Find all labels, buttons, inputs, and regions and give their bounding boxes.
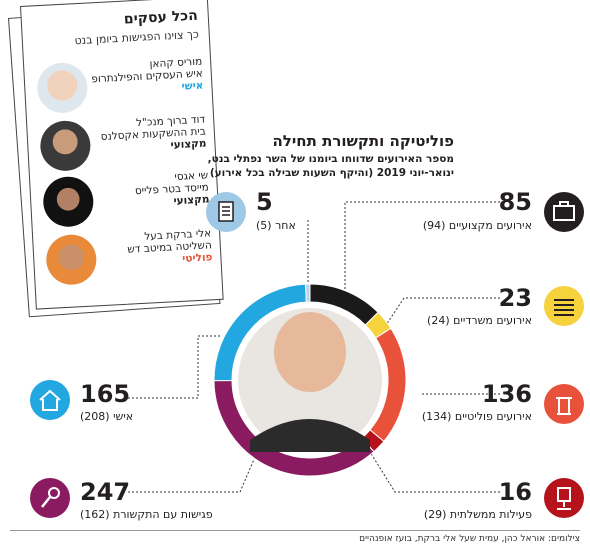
house-icon [30,380,70,420]
connector-personal [128,335,220,399]
podium-icon [544,384,584,424]
label-office: אירועים משרדיים (24) [427,314,532,327]
label-media: פגישות עם התקשורת (162) [80,508,213,521]
label-government: פעילות ממשלתית (29) [423,508,532,521]
label-political: אירועים פוליטיים (134) [421,410,532,423]
value-government: 16 [498,478,532,506]
donut-ring [213,283,407,477]
connector-office [383,297,500,329]
chart-subtitle: מספר האירועים שדווחו ביומנו של השר נפתלי… [154,152,454,180]
center-face [274,312,346,392]
label-professional: אירועים מקצועיים (94) [422,219,532,232]
value-personal: 165 [80,380,131,408]
donut-slice-6 [305,283,311,303]
subtitle-line: מספר האירועים שדווחו ביומנו של השר נפתלי… [207,153,454,165]
photo-credit: צילומים: אוראל כהן, עמית שעל אלי ברקת, ב… [359,534,580,544]
connector-government [364,443,500,493]
credit-divider [10,530,580,531]
papers-stack-icon [544,286,584,326]
connector-media [128,449,259,493]
value-other: 5 [256,188,273,216]
document-icon [206,192,246,232]
chart-title: פוליטיקה ותקשורת תחילה [272,132,455,150]
value-office: 23 [498,284,532,312]
office-chair-icon [544,478,584,518]
connector-professional [344,201,500,296]
label-personal: אישי (208) [80,410,134,423]
value-professional: 85 [498,188,532,216]
value-media: 247 [80,478,131,506]
value-political: 136 [481,380,532,408]
label-other: אחר (5) [256,219,296,232]
briefcase-icon [544,192,584,232]
connector-lines [128,201,500,493]
subtitle-line: ינואר-יוני 2019 (והיקף השעות שבילה בכל א… [209,167,454,179]
center-shirt [250,419,370,452]
microphone-icon [30,478,70,518]
